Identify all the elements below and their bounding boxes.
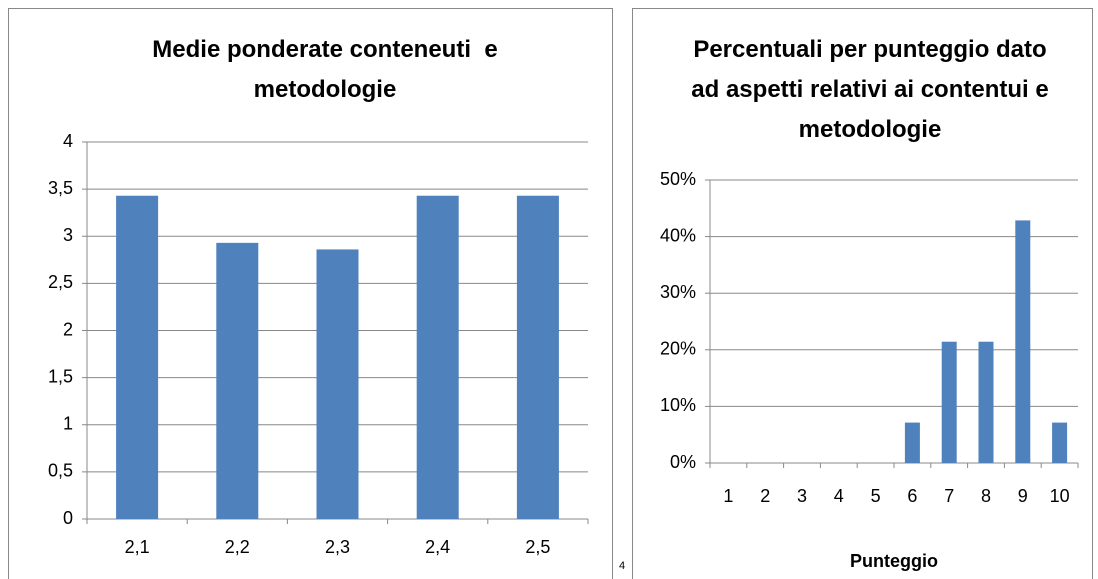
bar <box>216 242 259 519</box>
x-tick-label: 2,1 <box>125 537 150 557</box>
y-tick-label: 40% <box>660 225 696 245</box>
bar <box>316 249 359 519</box>
bar <box>904 422 920 463</box>
bar <box>116 195 159 519</box>
y-tick-label: 0 <box>63 508 73 528</box>
chart-frame <box>8 8 613 579</box>
x-tick-label: 2,5 <box>525 537 550 557</box>
x-tick-label: 7 <box>944 486 954 506</box>
bar <box>1052 422 1068 463</box>
bar <box>416 195 459 519</box>
x-tick-label: 6 <box>907 486 917 506</box>
x-axis-label: Punteggio <box>850 551 938 571</box>
page-number: 4 <box>619 560 626 572</box>
x-tick-label: 2 <box>760 486 770 506</box>
x-tick-label: 3 <box>797 486 807 506</box>
x-tick-label: 10 <box>1050 486 1070 506</box>
y-tick-label: 20% <box>660 339 696 359</box>
x-tick-label: 4 <box>834 486 844 506</box>
x-tick-label: 2,4 <box>425 537 450 557</box>
x-tick-label: 2,2 <box>225 537 250 557</box>
y-tick-label: 2 <box>63 319 73 339</box>
y-tick-label: 0,5 <box>48 461 73 481</box>
chart-title: Medie ponderate conteneuti e metodologie <box>152 36 505 103</box>
bar <box>941 341 957 463</box>
bar <box>1015 220 1031 463</box>
y-tick-label: 4 <box>63 131 73 151</box>
bar <box>516 195 559 519</box>
y-tick-label: 1,5 <box>48 366 73 386</box>
chart-frame <box>632 8 1093 579</box>
x-tick-label: 9 <box>1018 486 1028 506</box>
y-tick-label: 50% <box>660 169 696 189</box>
x-tick-label: 1 <box>723 486 733 506</box>
y-tick-label: 1 <box>63 414 73 434</box>
y-tick-label: 30% <box>660 282 696 302</box>
y-tick-label: 2,5 <box>48 272 73 292</box>
x-tick-label: 8 <box>981 486 991 506</box>
x-tick-label: 5 <box>871 486 881 506</box>
y-tick-label: 3,5 <box>48 178 73 198</box>
x-tick-label: 2,3 <box>325 537 350 557</box>
bar <box>978 341 994 463</box>
y-tick-label: 0% <box>670 452 696 472</box>
chart-title: Percentuali per punteggio dato ad aspett… <box>691 36 1056 143</box>
y-tick-label: 3 <box>63 225 73 245</box>
y-tick-label: 10% <box>660 395 696 415</box>
